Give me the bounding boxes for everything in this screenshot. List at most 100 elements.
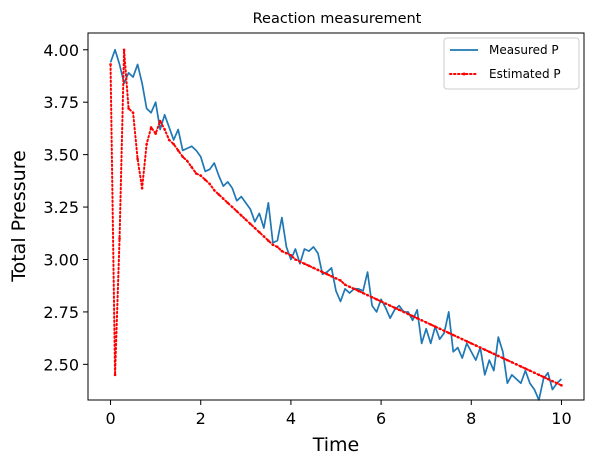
y-tick-label: 4.00 <box>43 41 79 60</box>
series-point-1 <box>469 342 473 345</box>
series-point-1 <box>375 298 378 301</box>
legend: Measured P Estimated P <box>443 37 580 90</box>
x-axis-label: Time <box>312 434 360 456</box>
x-tick-label: 2 <box>196 409 206 428</box>
series-point-1 <box>244 218 248 221</box>
series-point-1 <box>307 264 311 268</box>
plot-frame <box>87 32 585 401</box>
series-point-1 <box>524 367 527 370</box>
series-point-1 <box>348 285 351 289</box>
series-point-1 <box>474 344 478 347</box>
series-point-1 <box>384 302 387 305</box>
series-point-1 <box>370 295 374 299</box>
series-point-1 <box>294 258 297 261</box>
series-point-1 <box>352 287 356 291</box>
y-tick-label: 3.25 <box>43 198 79 217</box>
series-point-1 <box>312 266 315 270</box>
y-tick-label: 2.75 <box>43 303 79 322</box>
series-point-1 <box>379 300 383 303</box>
axes-layer: 0 2 4 6 8 10 2.50 2.75 3.00 3.25 3.50 3.75 4.00 <box>43 32 585 428</box>
series-point-1 <box>127 107 130 110</box>
series-point-1 <box>190 165 194 169</box>
y-axis-label: Total Pressure <box>8 150 30 283</box>
series-point-1 <box>483 348 487 351</box>
series-point-1 <box>163 128 166 131</box>
series-point-1 <box>429 323 432 326</box>
chart-title: Reaction measurement <box>253 11 422 27</box>
series-point-1 <box>118 237 121 240</box>
series-point-1 <box>388 304 392 307</box>
series-point-1 <box>276 245 279 249</box>
series-point-1 <box>235 209 239 213</box>
series-point-1 <box>176 149 180 152</box>
series-point-1 <box>271 243 275 247</box>
series-point-1 <box>249 222 252 226</box>
series-point-1 <box>478 346 482 349</box>
series-point-1 <box>185 159 189 163</box>
series-point-1 <box>497 354 500 358</box>
series-point-1 <box>460 337 464 341</box>
series-point-1 <box>154 132 157 135</box>
series-point-1 <box>140 186 144 190</box>
series-point-1 <box>230 205 234 209</box>
x-tick-label: 6 <box>376 409 386 428</box>
series-point-1 <box>433 325 437 328</box>
series-point-1 <box>158 119 162 123</box>
series-point-1 <box>194 172 198 175</box>
series-point-1 <box>217 193 221 196</box>
x-tick-label: 10 <box>551 409 571 428</box>
series-point-1 <box>406 312 410 316</box>
series-point-1 <box>402 310 405 314</box>
series-point-1 <box>420 319 423 322</box>
legend-label-0: Measured P <box>489 43 559 57</box>
series-point-1 <box>415 316 419 320</box>
plot-area <box>88 33 584 400</box>
series-point-1 <box>542 375 545 379</box>
series-point-1 <box>285 251 288 255</box>
series-point-1 <box>343 283 347 286</box>
series-point-1 <box>501 356 505 360</box>
series-point-1 <box>325 272 329 276</box>
series-point-1 <box>221 197 225 200</box>
series-point-1 <box>330 274 333 278</box>
series-line-0 <box>109 48 563 401</box>
series-point-1 <box>240 214 243 217</box>
series-point-1 <box>515 363 518 366</box>
series-point-1 <box>528 369 532 372</box>
series-point-1 <box>262 235 266 238</box>
series-point-1 <box>226 201 230 205</box>
series-point-1 <box>113 373 117 377</box>
series-point-1 <box>167 138 171 142</box>
series-point-1 <box>253 226 257 230</box>
series-point-1 <box>492 352 496 356</box>
series-point-1 <box>136 157 139 161</box>
series-point-1 <box>357 289 360 293</box>
series-point-1 <box>447 331 451 335</box>
series-point-1 <box>397 308 401 312</box>
series-point-1 <box>267 239 270 242</box>
series-point-1 <box>424 321 428 324</box>
series-layer <box>109 48 563 401</box>
y-tick-label: 3.50 <box>43 146 79 165</box>
series-point-1 <box>212 188 216 192</box>
series-point-1 <box>393 306 396 310</box>
x-tick-label: 4 <box>286 409 296 428</box>
series-point-1 <box>506 358 509 362</box>
series-point-1 <box>208 182 212 186</box>
series-point-1 <box>145 142 148 146</box>
series-point-1 <box>533 371 536 375</box>
series-point-1 <box>555 381 559 385</box>
series-point-1 <box>280 249 284 253</box>
series-point-1 <box>560 384 563 387</box>
series-point-1 <box>258 230 261 234</box>
series-point-1 <box>510 360 514 364</box>
series-point-1 <box>442 329 446 333</box>
series-point-1 <box>122 48 126 52</box>
series-point-1 <box>316 268 320 272</box>
plot-background <box>88 33 584 400</box>
y-tick-label: 2.50 <box>43 355 79 374</box>
series-point-1 <box>465 339 469 343</box>
series-point-1 <box>181 155 184 159</box>
